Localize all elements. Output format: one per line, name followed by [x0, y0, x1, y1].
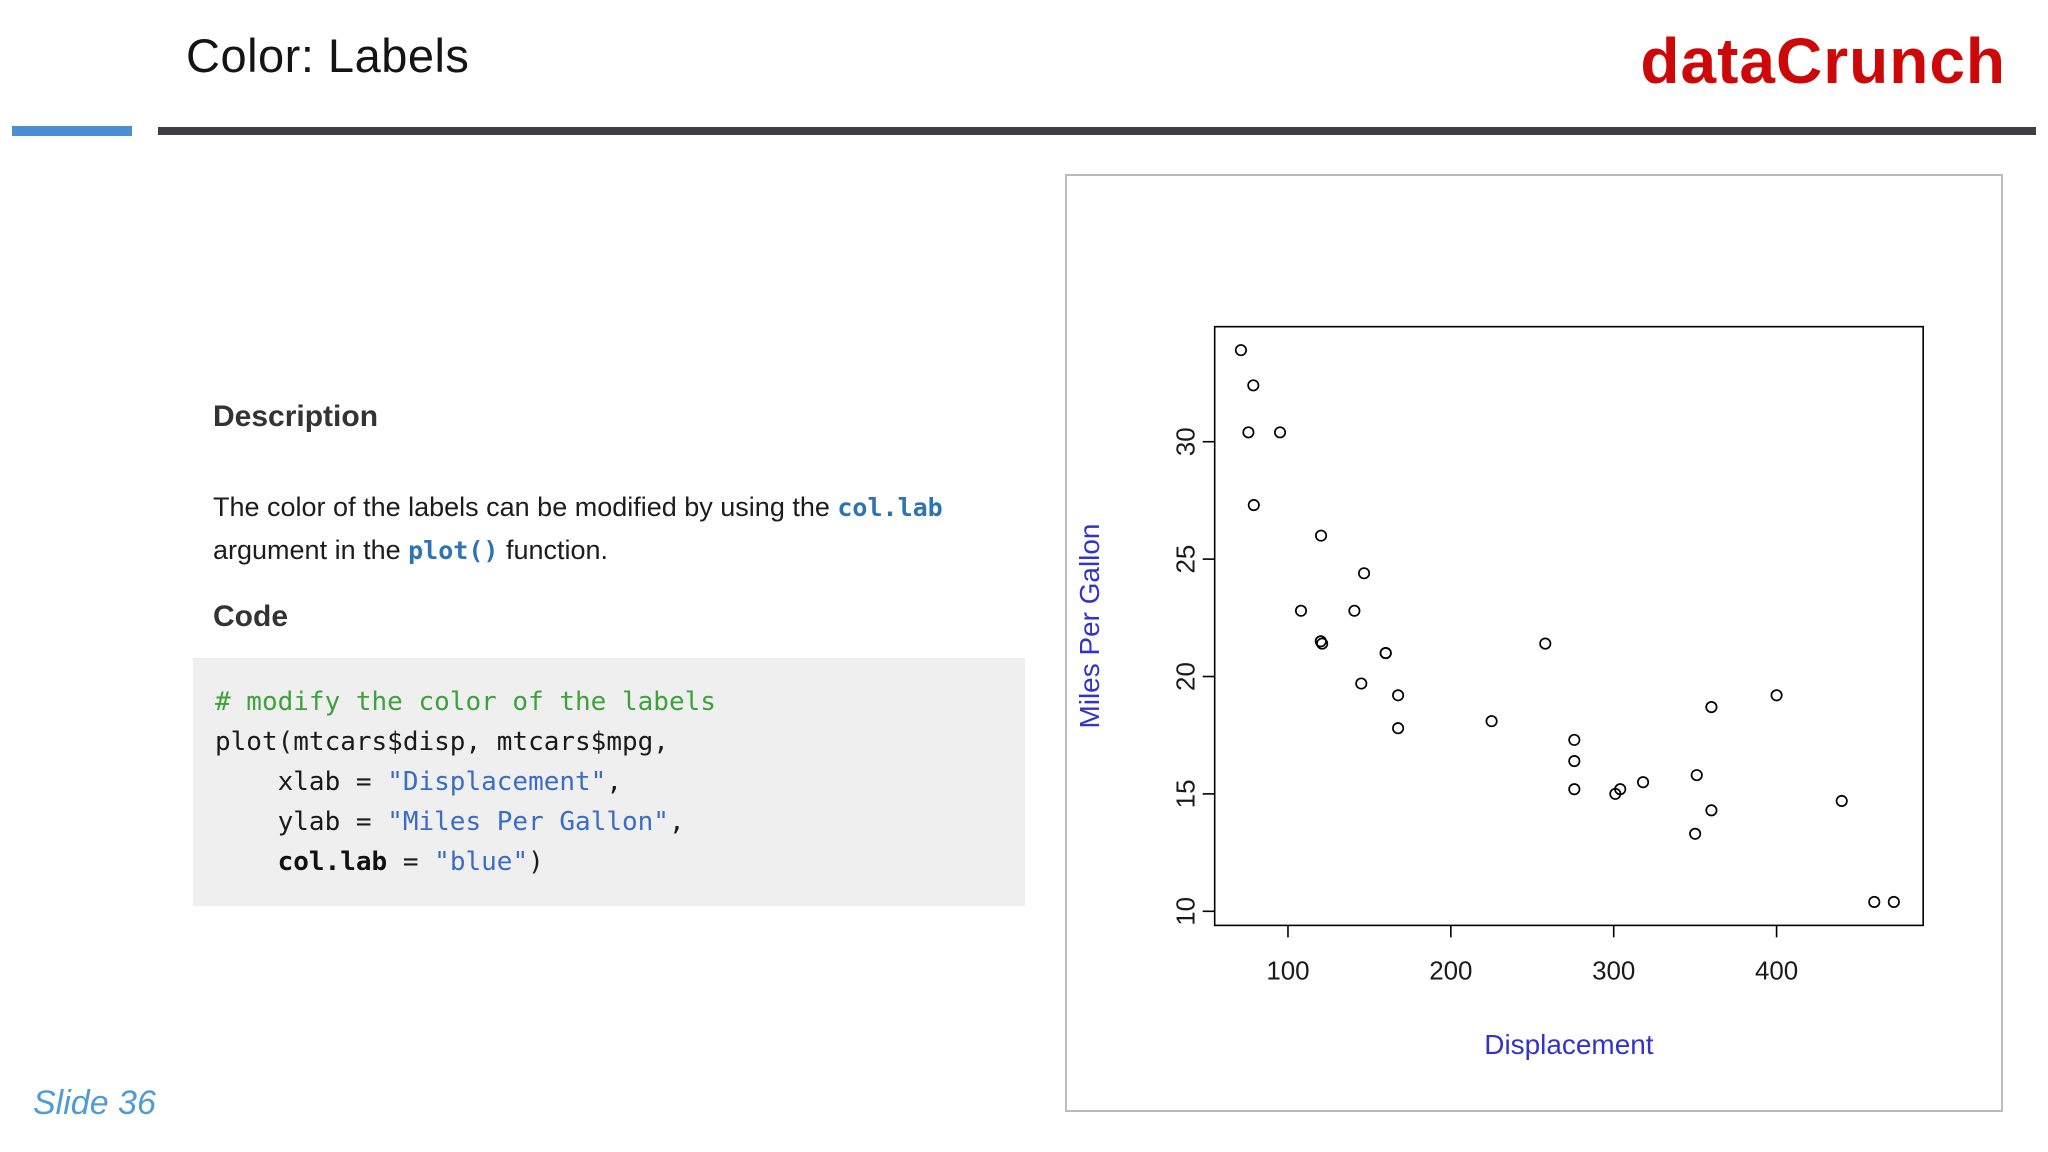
y-axis-label: Miles Per Gallon [1074, 524, 1105, 729]
data-point [1770, 689, 1783, 702]
data-point [1379, 647, 1392, 660]
data-point [1835, 794, 1848, 807]
data-point [1568, 755, 1581, 768]
code-line: col.lab = "blue") [277, 847, 544, 877]
data-point [1242, 426, 1255, 439]
plot-frame [1213, 325, 1924, 927]
data-point [1294, 604, 1308, 617]
y-tick-label: 25 [1173, 545, 1201, 574]
divider-accent [12, 126, 132, 136]
description-heading: Description [213, 400, 379, 433]
y-tick-label: 15 [1173, 779, 1201, 808]
code-line: plot(mtcars$disp, mtcars$mpg, [215, 727, 669, 757]
inline-code-col-lab: col.lab [837, 493, 943, 522]
x-tick-label: 100 [1266, 957, 1309, 985]
brand-logo: dataCrunch [1640, 25, 2006, 97]
description-text: The color of the labels can be modified … [213, 486, 993, 572]
data-point [1690, 769, 1703, 782]
y-tick-label: 10 [1173, 897, 1201, 926]
data-point [1609, 787, 1622, 800]
data-point [1689, 827, 1702, 840]
x-tick-label: 300 [1592, 957, 1635, 985]
data-point [1274, 426, 1287, 439]
x-tick-label: 400 [1755, 957, 1798, 985]
data-point [1315, 529, 1328, 542]
data-point [1355, 677, 1368, 690]
description-text-part: The color of the labels can be modified … [213, 492, 838, 522]
code-heading: Code [213, 600, 288, 633]
inline-code-plot: plot() [408, 536, 499, 565]
scatter-plot: 100 200 300 400 10 15 20 25 30 Displacement Miles … [1074, 325, 1924, 1060]
data-point [1568, 733, 1581, 746]
code-block: # modify the color of the labels plot(mtc… [193, 658, 1025, 906]
x-tick-label: 200 [1429, 957, 1472, 985]
data-point [1247, 379, 1260, 392]
data-point [1485, 715, 1498, 728]
data-point [1568, 783, 1581, 796]
x-axis-label: Displacement [1484, 1029, 1653, 1060]
data-point [1358, 567, 1371, 580]
code-line: # modify the color of the labels [215, 687, 716, 717]
description-text-part: function. [498, 535, 609, 565]
data-point [1392, 722, 1405, 735]
code-line: xlab = "Displacement", [215, 767, 622, 797]
divider-line [158, 127, 2036, 135]
data-point [1392, 689, 1405, 702]
data-point [1234, 344, 1247, 357]
data-point [1887, 895, 1900, 908]
code-line: ylab = "Miles Per Gallon", [215, 807, 685, 837]
y-tick-label: 20 [1173, 662, 1201, 691]
data-point [1348, 604, 1361, 617]
data-point [1247, 499, 1260, 512]
slide-number: Slide 36 [33, 1084, 156, 1122]
data-point [1637, 776, 1650, 789]
data-point [1539, 637, 1552, 650]
description-text-part: argument in the [213, 535, 409, 565]
page-title: Color: Labels [186, 29, 470, 82]
y-tick-label: 30 [1173, 427, 1201, 456]
data-point [1316, 637, 1329, 650]
data-point [1705, 701, 1718, 714]
chart-panel: 100 200 300 400 10 15 20 25 30 Displacement Miles … [1065, 174, 2003, 1112]
data-point [1705, 804, 1718, 817]
data-point [1868, 895, 1881, 908]
